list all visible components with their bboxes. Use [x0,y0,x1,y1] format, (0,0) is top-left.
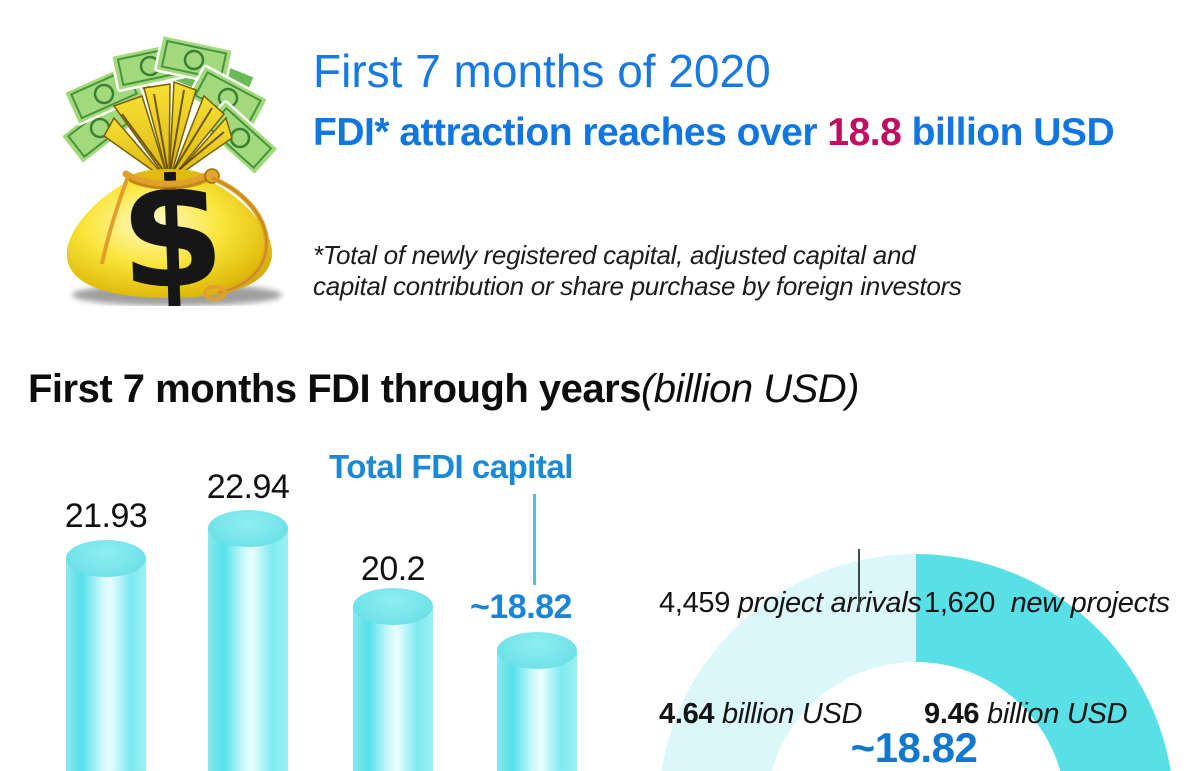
bar-cap [497,632,577,669]
donut-segment-new-projects [916,554,1171,771]
bar-2020 [497,632,577,771]
segment-label: new projects [995,587,1171,619]
page-subtitle: FDI* attraction reaches over 18.8 billio… [313,110,1115,156]
bar-2019 [353,588,433,771]
bar-cap [66,540,146,577]
donut-label-left: 4,459 project arrivals 4.64 billion USD [659,511,922,771]
bar-value-label: 20.2 [360,550,426,588]
bar-value-label: 22.94 [206,468,290,506]
segment-count: 4,459 [659,587,731,619]
footnote-line-2: capital contribution or share purchase b… [313,271,962,301]
section-heading-unit: (billion USD) [640,367,860,411]
donut-chart [661,554,1171,771]
bar-2017 [66,540,146,771]
footnote-line-1: *Total of newly registered capital, adju… [313,240,916,270]
donut-label-right-line1: 1,620 new projects [924,585,1170,622]
segment-count: 1,620 [924,587,996,619]
donut-pointer-line [858,549,860,612]
donut-center-value: ~18.82 [850,724,978,771]
bar-value-label-highlight: ~18.82 [470,588,572,626]
segment-value: 4.64 [659,698,715,730]
donut-segment-project-arrivals [661,554,916,771]
page-title: First 7 months of 2020 [313,45,771,97]
subtitle-suffix: billion USD [901,111,1115,154]
donut-label-right-line2: 9.46 billion USD [924,696,1170,733]
segment-value-unit: billion USD [979,698,1128,730]
bar-body [497,650,577,771]
segment-value: 9.46 [924,698,980,730]
annotation-pointer-line [533,494,536,585]
subtitle-prefix: FDI* attraction reaches over [313,111,828,154]
section-heading-text: First 7 months FDI through years [28,367,641,411]
subtitle-highlight-value: 18.8 [827,111,902,154]
section-heading: First 7 months FDI through years(billion… [28,366,859,412]
bar-cap [208,510,288,547]
bar-annotation: Total FDI capital [329,448,573,485]
donut-label-right: 1,620 new projects 9.46 billion USD [924,511,1170,771]
bar-body [353,606,433,771]
bar-body [208,528,288,771]
bar-body [66,558,146,771]
footnote: *Total of newly registered capital, adju… [313,240,962,302]
donut-label-left-line1: 4,459 project arrivals [659,585,922,622]
money-bag-icon: $ [59,36,282,306]
donut-label-left-line2: 4.64 billion USD [659,696,922,733]
segment-label: project arrivals [730,587,922,619]
bar-cap [353,588,433,625]
segment-value-unit: billion USD [714,698,863,730]
bar-value-label: 21.93 [64,497,148,535]
bar-2018 [208,510,288,771]
